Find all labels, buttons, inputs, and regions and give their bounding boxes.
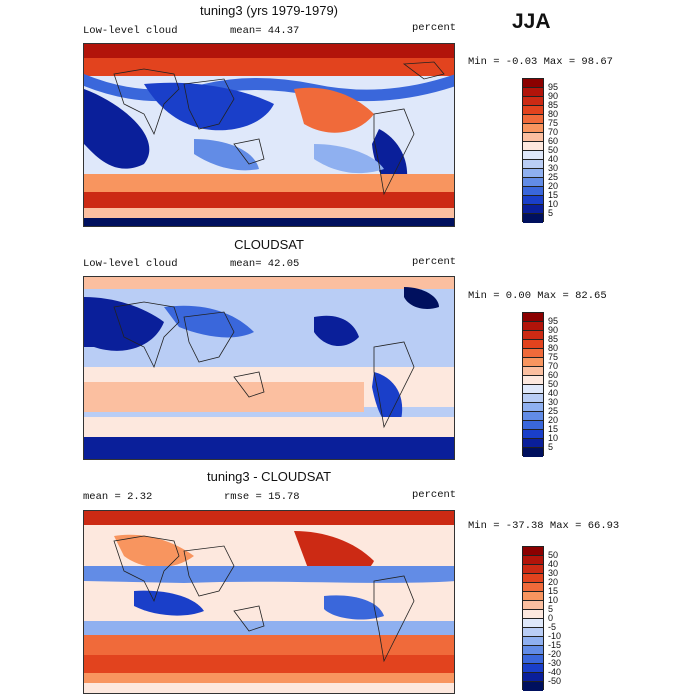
colorbar-tick: 10: [548, 595, 559, 605]
panel-1-colorbar: [522, 78, 544, 223]
panel-1-mean-label: mean= 44.37: [230, 25, 300, 37]
colorbar-tick: 95: [548, 82, 559, 92]
colorbar-tick: 15: [548, 586, 559, 596]
colorbar-tick: 85: [548, 334, 559, 344]
colorbar-tick: -40: [548, 667, 562, 677]
colorbar-tick: 30: [548, 163, 559, 173]
panel-1-map: [83, 43, 455, 227]
colorbar-tick: 10: [548, 433, 559, 443]
colorbar-tick: 70: [548, 361, 559, 371]
colorbar-tick: -5: [548, 622, 557, 632]
colorbar-tick: 90: [548, 91, 559, 101]
colorbar-tick: 10: [548, 199, 559, 209]
colorbar-tick: -15: [548, 640, 562, 650]
colorbar-tick: 30: [548, 568, 559, 578]
panel-3-colorbar: [522, 546, 544, 691]
colorbar-tick: 40: [548, 154, 559, 164]
panel-3-mean-label: mean = 2.32: [83, 491, 153, 503]
colorbar-tick: 40: [548, 388, 559, 398]
colorbar-tick: 50: [548, 379, 559, 389]
colorbar-tick: 0: [548, 613, 554, 623]
colorbar-tick: 5: [548, 208, 554, 218]
colorbar-tick: 85: [548, 100, 559, 110]
panel-2-units-label: percent: [412, 256, 457, 268]
colorbar-tick: 5: [548, 442, 554, 452]
colorbar-tick: 20: [548, 181, 559, 191]
panel-3-map: [83, 510, 455, 694]
colorbar-tick: 80: [548, 109, 559, 119]
panel-3-rmse-label: rmse = 15.78: [224, 491, 300, 503]
colorbar-tick: 50: [548, 550, 559, 560]
colorbar-tick: 40: [548, 559, 559, 569]
panel-3-title: tuning3 - CLOUDSAT: [206, 469, 332, 484]
panel-1-units-label: percent: [412, 22, 457, 34]
colorbar-tick: 75: [548, 352, 559, 362]
panel-2-minmax: Min = 0.00 Max = 82.65: [468, 290, 607, 302]
panel-3-minmax: Min = -37.38 Max = 66.93: [468, 520, 620, 532]
colorbar-tick: 15: [548, 424, 559, 434]
colorbar-tick: 75: [548, 118, 559, 128]
colorbar-tick: 95: [548, 316, 559, 326]
panel-1-minmax: Min = -0.03 Max = 98.67: [468, 56, 613, 68]
colorbar-tick: 30: [548, 397, 559, 407]
season-label: JJA: [512, 10, 551, 33]
colorbar-tick: 20: [548, 577, 559, 587]
panel-1-variable-label: Low-level cloud: [83, 25, 178, 37]
colorbar-tick: 20: [548, 415, 559, 425]
colorbar-tick: 70: [548, 127, 559, 137]
panel-2-colorbar: [522, 312, 544, 457]
panel-2-variable-label: Low-level cloud: [83, 258, 178, 270]
colorbar-tick: 25: [548, 172, 559, 182]
colorbar-tick: 60: [548, 370, 559, 380]
colorbar-tick: -30: [548, 658, 562, 668]
colorbar-tick: 50: [548, 145, 559, 155]
colorbar-tick: 25: [548, 406, 559, 416]
colorbar-tick: 80: [548, 343, 559, 353]
panel-2-mean-label: mean= 42.05: [230, 258, 300, 270]
panel-2-title: CLOUDSAT: [234, 237, 304, 252]
panel-3-units-label: percent: [412, 489, 457, 501]
colorbar-tick: 60: [548, 136, 559, 146]
colorbar-tick: 90: [548, 325, 559, 335]
colorbar-tick: -50: [548, 676, 562, 686]
colorbar-tick: -20: [548, 649, 562, 659]
colorbar-tick: -10: [548, 631, 562, 641]
colorbar-tick: 15: [548, 190, 559, 200]
colorbar-tick: 5: [548, 604, 554, 614]
panel-1-title: tuning3 (yrs 1979-1979): [199, 3, 339, 18]
panel-2-map: [83, 276, 455, 460]
